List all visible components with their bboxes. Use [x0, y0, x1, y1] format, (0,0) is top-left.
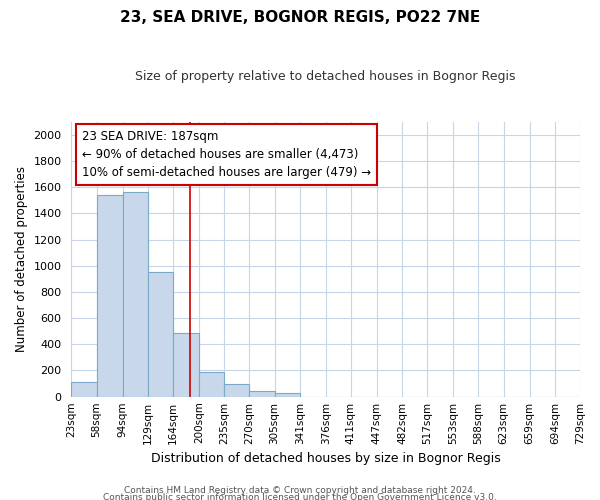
Bar — [71, 382, 97, 396]
Y-axis label: Number of detached properties: Number of detached properties — [15, 166, 28, 352]
Bar — [275, 394, 301, 396]
Bar — [199, 372, 224, 396]
Bar — [224, 384, 250, 396]
Text: Contains public sector information licensed under the Open Government Licence v3: Contains public sector information licen… — [103, 494, 497, 500]
Bar — [122, 192, 148, 396]
Text: 23 SEA DRIVE: 187sqm
← 90% of detached houses are smaller (4,473)
10% of semi-de: 23 SEA DRIVE: 187sqm ← 90% of detached h… — [82, 130, 371, 179]
Bar — [97, 195, 122, 396]
Bar — [173, 332, 199, 396]
X-axis label: Distribution of detached houses by size in Bognor Regis: Distribution of detached houses by size … — [151, 452, 500, 465]
Text: Contains HM Land Registry data © Crown copyright and database right 2024.: Contains HM Land Registry data © Crown c… — [124, 486, 476, 495]
Bar — [250, 392, 275, 396]
Title: Size of property relative to detached houses in Bognor Regis: Size of property relative to detached ho… — [136, 70, 516, 83]
Text: 23, SEA DRIVE, BOGNOR REGIS, PO22 7NE: 23, SEA DRIVE, BOGNOR REGIS, PO22 7NE — [120, 10, 480, 25]
Bar — [148, 272, 173, 396]
